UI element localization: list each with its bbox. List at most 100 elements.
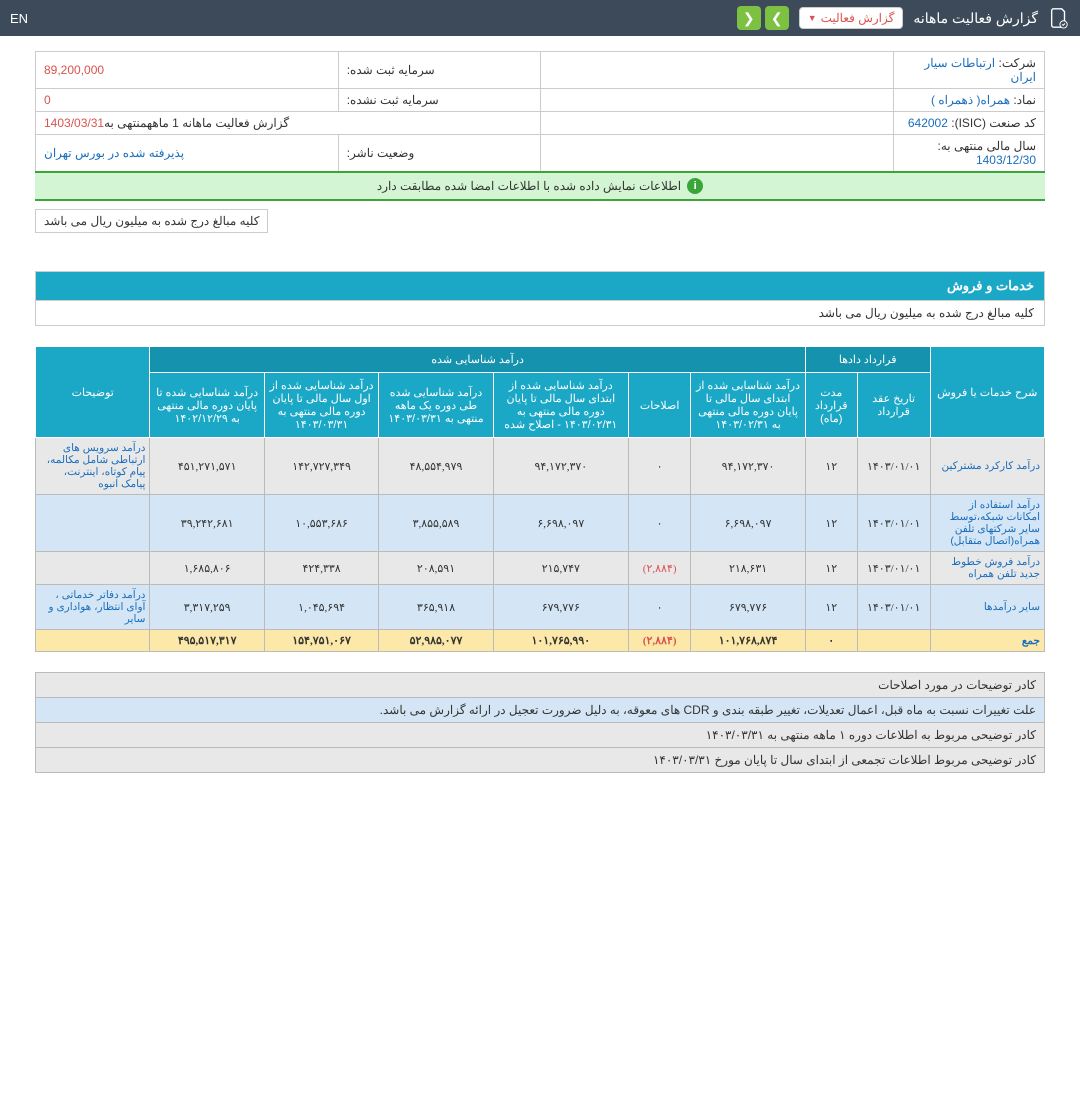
fyear-value: 1403/12/30	[976, 153, 1036, 167]
topbar-right: گزارش فعالیت ماهانه گزارش فعالیت ▼ ❯ ❮	[737, 6, 1070, 30]
table-row: سایر درآمدها۱۴۰۳/۰۱/۰۱۱۲۶۷۹,۷۷۶۰۶۷۹,۷۷۶۳…	[36, 585, 1045, 630]
report-date: 1403/03/31	[44, 116, 104, 130]
cell-note: درآمد دفاتر خدماتی ، آوای انتظار، هوادار…	[36, 585, 150, 630]
capital-unreg-value: 0	[44, 93, 51, 107]
topbar: گزارش فعالیت ماهانه گزارش فعالیت ▼ ❯ ❮ E…	[0, 0, 1080, 36]
cell-v1: ۶,۶۹۸,۰۹۷	[691, 495, 805, 552]
cell-v1: ۲۱۸,۶۳۱	[691, 552, 805, 585]
report-post: منتهی به	[104, 116, 147, 130]
cell-v6: ۴۵۱,۲۷۱,۵۷۱	[150, 438, 264, 495]
symbol-label: نماد:	[1013, 93, 1036, 107]
total-row: جمع۰۱۰۱,۷۶۸,۸۷۴(۲,۸۸۴)۱۰۱,۷۶۵,۹۹۰۵۲,۹۸۵,…	[36, 630, 1045, 652]
cell-adj: ۰	[628, 495, 690, 552]
notes-table: کادر توضیحات در مورد اصلاحات علت تغییرات…	[35, 672, 1045, 773]
cell-v5: ۱,۰۴۵,۶۹۴	[264, 585, 378, 630]
th-income-group: درآمد شناسایی شده	[150, 347, 805, 373]
th-dur: مدت قرارداد (ماه)	[805, 373, 857, 438]
info-icon: i	[687, 178, 703, 194]
cell-v3: ۶,۶۹۸,۰۹۷	[493, 495, 628, 552]
th-i4: درآمد شناسایی شده طی دوره یک ماهه منتهی …	[379, 373, 493, 438]
status-label: وضعیت ناشر:	[347, 146, 415, 160]
capital-reg-label: سرمایه ثبت شده:	[347, 63, 435, 77]
verify-text: اطلاعات نمایش داده شده با اطلاعات امضا ش…	[377, 179, 681, 193]
cell-adj: ۰	[628, 438, 690, 495]
verify-bar: i اطلاعات نمایش داده شده با اطلاعات امضا…	[35, 171, 1045, 201]
cell-date: ۱۴۰۳/۰۱/۰۱	[857, 438, 930, 495]
cell-v4: ۳,۸۵۵,۵۸۹	[379, 495, 493, 552]
cell-v6: ۳۹,۲۴۲,۶۸۱	[150, 495, 264, 552]
cell-v5: ۴۲۴,۳۳۸	[264, 552, 378, 585]
th-notes: توضیحات	[36, 347, 150, 438]
note-4: کادر توضیحی مربوط اطلاعات تجمعی از ابتدا…	[36, 748, 1045, 773]
cell-date: ۱۴۰۳/۰۱/۰۱	[857, 585, 930, 630]
th-date: تاریخ عقد قرارداد	[857, 373, 930, 438]
th-i3: درآمد شناسایی شده از ابتدای سال مالی تا …	[493, 373, 628, 438]
cell-v4: ۴۸,۵۵۴,۹۷۹	[379, 438, 493, 495]
cell-note	[36, 552, 150, 585]
capital-reg-value: 89,200,000	[44, 63, 104, 77]
cell-date: ۱۴۰۳/۰۱/۰۱	[857, 495, 930, 552]
isic-value: 642002	[908, 116, 948, 130]
unit-note: کلیه مبالغ درج شده به میلیون ریال می باش…	[35, 209, 268, 233]
note-1: کادر توضیحات در مورد اصلاحات	[36, 673, 1045, 698]
cell-v3: ۶۷۹,۷۷۶	[493, 585, 628, 630]
note-2: علت تغییرات نسبت به ماه قبل، اعمال تعدیل…	[36, 698, 1045, 723]
fyear-label: سال مالی منتهی به:	[938, 139, 1036, 153]
activity-dropdown[interactable]: گزارش فعالیت ▼	[799, 7, 904, 29]
th-contract-group: قرارداد دادها	[805, 347, 930, 373]
th-i1: درآمد شناسایی شده از ابتدای سال مالی تا …	[691, 373, 805, 438]
cell-dur: ۱۲	[805, 585, 857, 630]
table-row: درآمد استفاده از امکانات شبکه،توسط سایر …	[36, 495, 1045, 552]
cell-dur: ۱۲	[805, 552, 857, 585]
cell-v3: ۹۴,۱۷۲,۳۷۰	[493, 438, 628, 495]
total-label: جمع	[930, 630, 1044, 652]
data-table: شرح خدمات یا فروش قرارداد دادها درآمد شن…	[35, 346, 1045, 652]
info-table: شرکت: ارتباطات سیار ایران سرمایه ثبت شده…	[35, 51, 1045, 172]
cell-v3: ۲۱۵,۷۴۷	[493, 552, 628, 585]
cell-adj: ۰	[628, 585, 690, 630]
status-value: پذیرفته شده در بورس تهران	[44, 146, 184, 160]
cell-adj: (۲,۸۸۴)	[628, 552, 690, 585]
cell-dur: ۱۲	[805, 438, 857, 495]
symbol-value: همراه( ذهمراه )	[931, 93, 1010, 107]
cell-v1: ۶۷۹,۷۷۶	[691, 585, 805, 630]
nav-arrows: ❯ ❮	[737, 6, 789, 30]
nav-next[interactable]: ❯	[765, 6, 789, 30]
cell-v4: ۲۰۸,۵۹۱	[379, 552, 493, 585]
cell-desc: درآمد فروش خطوط جدید تلفن همراه	[930, 552, 1044, 585]
capital-unreg-label: سرمایه ثبت نشده:	[347, 93, 439, 107]
section-subtitle: کلیه مبالغ درج شده به میلیون ریال می باش…	[36, 300, 1044, 325]
table-row: درآمد فروش خطوط جدید تلفن همراه۱۴۰۳/۰۱/۰…	[36, 552, 1045, 585]
cell-v4: ۳۶۵,۹۱۸	[379, 585, 493, 630]
report-icon	[1048, 7, 1070, 29]
cell-v1: ۹۴,۱۷۲,۳۷۰	[691, 438, 805, 495]
chevron-down-icon: ▼	[808, 13, 817, 23]
nav-prev[interactable]: ❮	[737, 6, 761, 30]
th-i2: اصلاحات	[628, 373, 690, 438]
cell-note	[36, 495, 150, 552]
cell-v5: ۱۴۲,۷۲۷,۳۴۹	[264, 438, 378, 495]
cell-v6: ۱,۶۸۵,۸۰۶	[150, 552, 264, 585]
cell-desc: سایر درآمدها	[930, 585, 1044, 630]
report-pre: گزارش فعالیت ماهانه 1 ماهه	[147, 116, 289, 130]
company-label: شرکت:	[998, 56, 1036, 70]
page-title: گزارش فعالیت ماهانه	[913, 10, 1038, 27]
th-i5: درآمد شناسایی شده از اول سال مالی تا پای…	[264, 373, 378, 438]
cell-v6: ۳,۳۱۷,۲۵۹	[150, 585, 264, 630]
isic-label: کد صنعت (ISIC):	[951, 116, 1036, 130]
dropdown-label: گزارش فعالیت	[821, 11, 895, 25]
cell-desc: درآمد استفاده از امکانات شبکه،توسط سایر …	[930, 495, 1044, 552]
th-i6: درآمد شناسایی شده تا پایان دوره مالی منت…	[150, 373, 264, 438]
cell-v5: ۱۰,۵۵۳,۶۸۶	[264, 495, 378, 552]
cell-note: درآمد سرویس های ارتباطی شامل مکالمه، پیا…	[36, 438, 150, 495]
main-container: شرکت: ارتباطات سیار ایران سرمایه ثبت شده…	[25, 51, 1055, 773]
cell-dur: ۱۲	[805, 495, 857, 552]
note-3: کادر توضیحی مربوط به اطلاعات دوره ۱ ماهه…	[36, 723, 1045, 748]
table-row: درآمد کارکرد مشترکین۱۴۰۳/۰۱/۰۱۱۲۹۴,۱۷۲,۳…	[36, 438, 1045, 495]
cell-date: ۱۴۰۳/۰۱/۰۱	[857, 552, 930, 585]
lang-toggle[interactable]: EN	[10, 11, 28, 26]
services-section: خدمات و فروش کلیه مبالغ درج شده به میلیو…	[35, 271, 1045, 326]
th-desc: شرح خدمات یا فروش	[930, 347, 1044, 438]
cell-desc: درآمد کارکرد مشترکین	[930, 438, 1044, 495]
section-title: خدمات و فروش	[36, 272, 1044, 300]
